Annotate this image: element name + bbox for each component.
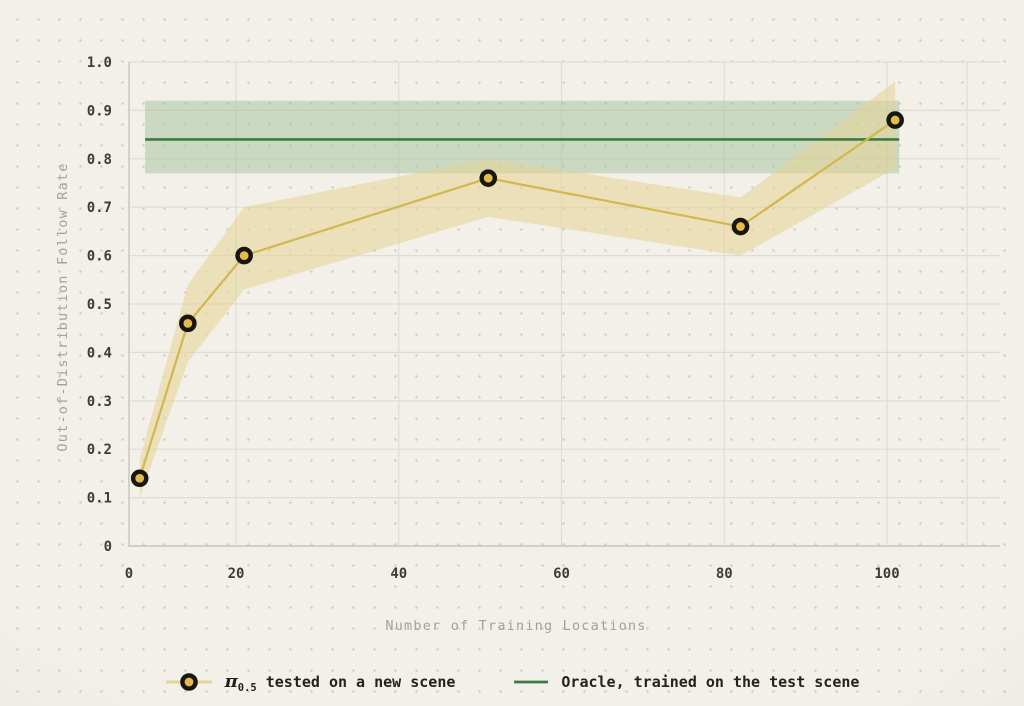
data-point-marker — [731, 217, 750, 236]
oracle-confidence-band — [145, 100, 900, 174]
y-tick-label: 0.3 — [87, 394, 112, 410]
y-tick-label: 0 — [104, 539, 112, 555]
data-point-marker — [479, 169, 498, 187]
pi05-confidence-band — [139, 81, 896, 498]
pi05-line — [138, 119, 896, 479]
data-point-marker — [235, 246, 253, 265]
y-tick-label: 0.9 — [87, 103, 112, 119]
y-axis-title: Out-of-Distribution Follow Rate — [55, 162, 71, 452]
legend-item-pi05: π0.5 tested on a new scene — [165, 670, 456, 694]
x-tick-label: 20 — [228, 566, 245, 582]
legend: π0.5 tested on a new scene Oracle, train… — [0, 664, 1024, 700]
x-axis-title: Number of Training Locations — [385, 618, 647, 634]
x-tick-label: 40 — [390, 566, 407, 582]
y-tick-label: 0.4 — [87, 345, 112, 361]
y-tick-label: 0.2 — [87, 442, 112, 458]
x-tick-label: 0 — [125, 566, 133, 582]
x-tick-label: 100 — [874, 566, 899, 582]
data-point-marker — [179, 314, 197, 333]
y-tick-label: 0.8 — [87, 152, 112, 168]
legend-item-oracle: Oracle, trained on the test scene — [513, 670, 859, 694]
pi-subscript: 0.5 — [237, 681, 257, 694]
oracle-line-swatch — [513, 670, 549, 694]
y-tick-label: 0.1 — [87, 491, 112, 507]
legend-label-oracle: Oracle, trained on the test scene — [561, 673, 860, 691]
x-tick-label: 60 — [553, 566, 570, 582]
y-tick-label: 0.7 — [87, 200, 112, 216]
legend-label-pi05: π0.5 tested on a new scene — [224, 670, 456, 694]
pi-symbol: π — [224, 670, 238, 692]
data-point-marker — [886, 111, 904, 129]
y-tick-label: 0.5 — [87, 297, 112, 313]
pi05-line-marker-swatch — [165, 670, 213, 694]
y-tick-label: 1.0 — [87, 55, 112, 71]
data-point-marker — [130, 469, 149, 488]
y-tick-label: 0.6 — [87, 249, 112, 265]
x-tick-label: 80 — [716, 566, 733, 582]
